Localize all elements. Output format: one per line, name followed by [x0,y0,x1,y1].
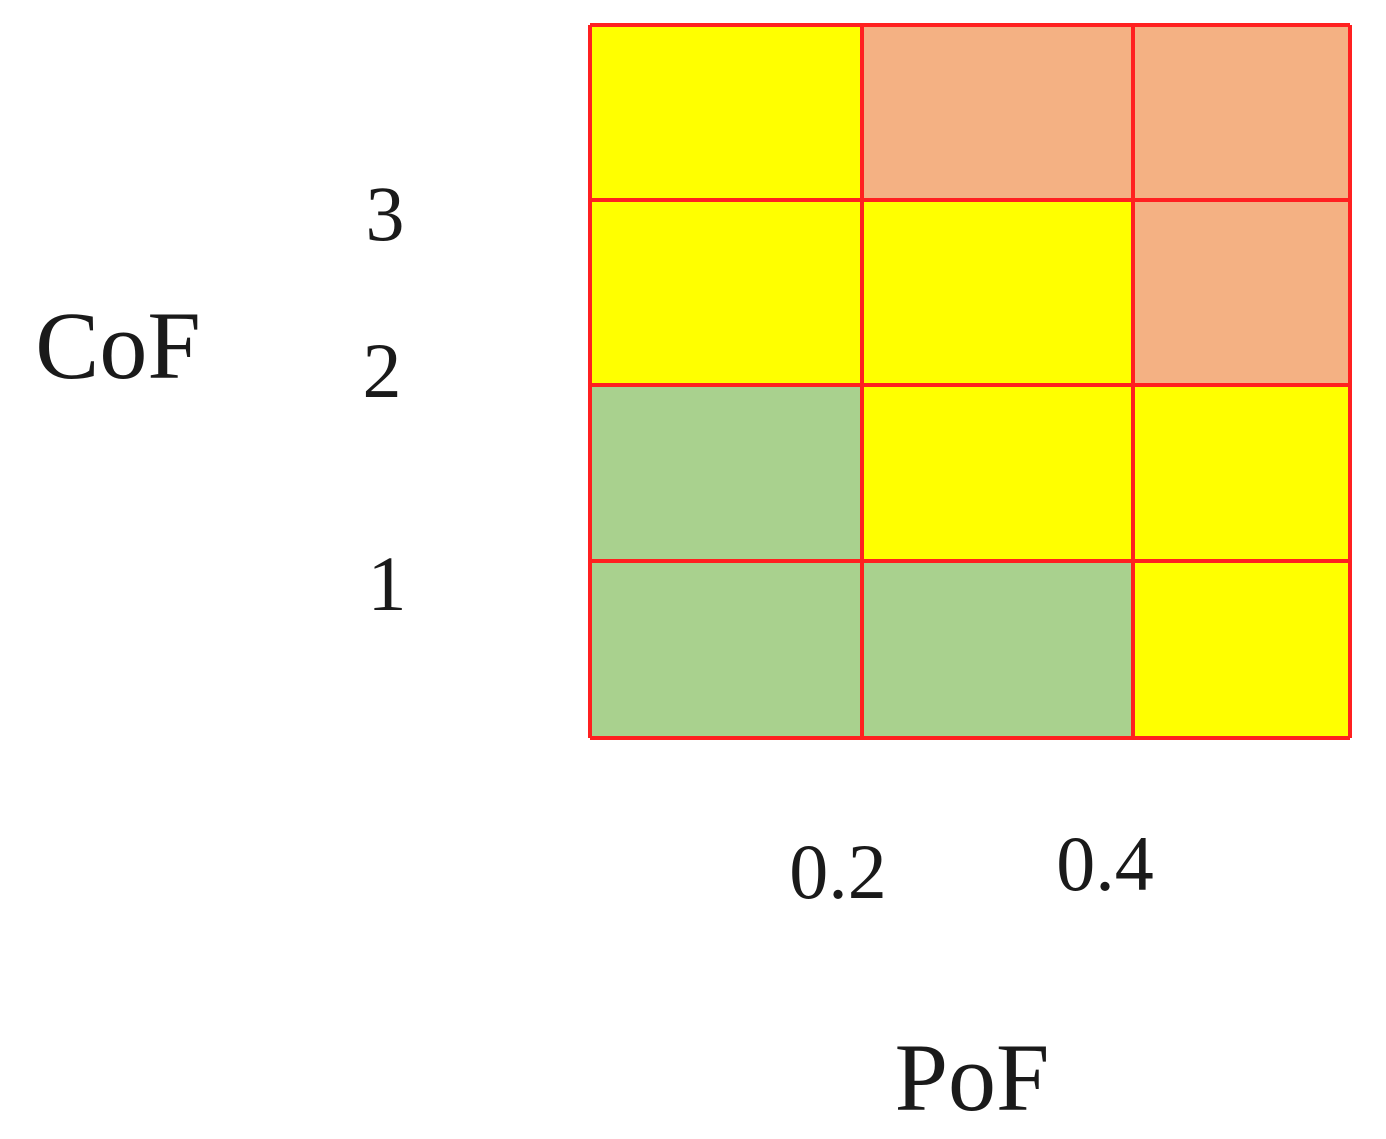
y-tick-label-3: 3 [366,170,405,257]
y-axis-title: CoF [35,292,200,399]
cell-r1-c1-medium [590,25,862,200]
cell-r4-c2-low [862,561,1133,738]
matrix-cells [590,25,1350,738]
x-tick-label-0-4: 0.4 [1056,820,1154,907]
x-tick-label-0-2: 0.2 [789,828,887,915]
cell-r2-c2-medium [862,200,1133,385]
cell-r3-c3-medium [1133,385,1350,561]
matrix-gridlines [588,23,1352,740]
y-tick-label-2: 2 [363,327,402,414]
cell-r4-c3-medium [1133,561,1350,738]
cell-r2-c3-high [1133,200,1350,385]
cell-r4-c1-low [590,561,862,738]
cell-r3-c1-low [590,385,862,561]
cell-r1-c2-high [862,25,1133,200]
cell-r2-c1-medium [590,200,862,385]
y-tick-label-1: 1 [368,540,407,627]
cell-r1-c3-high [1133,25,1350,200]
cell-r3-c2-medium [862,385,1133,561]
x-axis-title: PoF [895,1024,1050,1131]
